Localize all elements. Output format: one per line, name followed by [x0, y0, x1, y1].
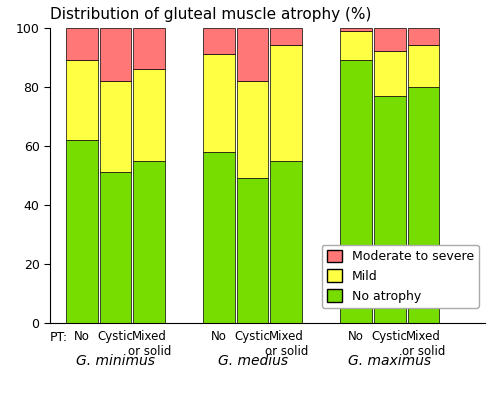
- Bar: [100, 28, 132, 81]
- Text: G. maximus: G. maximus: [348, 354, 431, 368]
- Bar: [340, 28, 372, 31]
- Text: No: No: [74, 330, 90, 343]
- Text: PT:: PT:: [50, 331, 68, 344]
- Bar: [408, 28, 440, 45]
- Bar: [408, 45, 440, 87]
- Bar: [340, 31, 372, 60]
- Bar: [270, 45, 302, 161]
- Text: Mixed
or solid: Mixed or solid: [402, 330, 445, 358]
- Text: Mixed
or solid: Mixed or solid: [264, 330, 308, 358]
- Bar: [203, 28, 234, 54]
- Bar: [100, 173, 132, 323]
- Text: G. minimus: G. minimus: [76, 354, 155, 368]
- Text: Cystic: Cystic: [372, 330, 408, 343]
- Text: No: No: [211, 330, 227, 343]
- Bar: [134, 161, 165, 323]
- Bar: [340, 60, 372, 323]
- Bar: [374, 28, 406, 51]
- Bar: [134, 28, 165, 69]
- Bar: [374, 95, 406, 323]
- Bar: [203, 54, 234, 152]
- Bar: [100, 81, 132, 173]
- Text: Cystic: Cystic: [98, 330, 134, 343]
- Bar: [270, 161, 302, 323]
- Bar: [66, 140, 98, 323]
- Bar: [66, 60, 98, 140]
- Bar: [270, 28, 302, 45]
- Text: Mixed
or solid: Mixed or solid: [128, 330, 171, 358]
- Bar: [66, 28, 98, 60]
- Bar: [236, 28, 268, 81]
- Text: Distribution of gluteal muscle atrophy (%): Distribution of gluteal muscle atrophy (…: [50, 7, 372, 22]
- Bar: [236, 178, 268, 323]
- Text: Cystic: Cystic: [234, 330, 270, 343]
- Text: G. medius: G. medius: [218, 354, 288, 368]
- Text: No: No: [348, 330, 364, 343]
- Bar: [236, 81, 268, 178]
- Bar: [134, 69, 165, 161]
- Bar: [408, 87, 440, 323]
- Legend: Moderate to severe, Mild, No atrophy: Moderate to severe, Mild, No atrophy: [322, 245, 479, 308]
- Bar: [203, 152, 234, 323]
- Bar: [374, 51, 406, 95]
